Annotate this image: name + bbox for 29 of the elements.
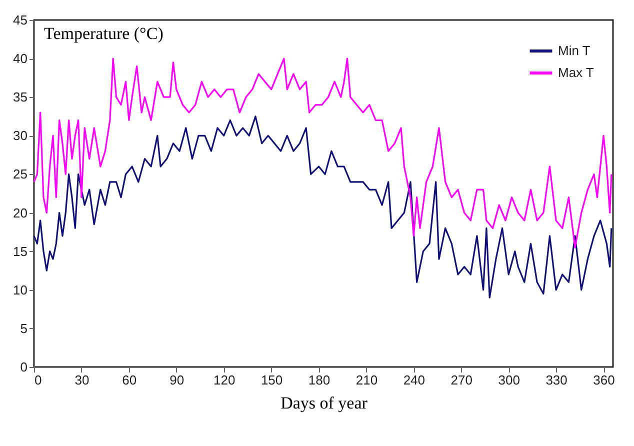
y-tick-label: 0: [20, 360, 28, 374]
y-tick-label: 40: [13, 51, 28, 66]
x-tick-label: 0: [34, 372, 42, 388]
x-tick-label: 180: [308, 372, 330, 388]
x-tick-label: 240: [403, 372, 426, 388]
x-tick-label: 330: [546, 372, 568, 388]
x-tick-label: 120: [213, 372, 236, 388]
y-tick-label: 15: [13, 244, 28, 259]
x-tick-label: 30: [74, 372, 90, 388]
y-tick-label: 5: [20, 320, 28, 336]
x-tick-label: 60: [122, 372, 137, 388]
y-tick-label: 30: [13, 128, 28, 144]
y-tick-label: 10: [13, 282, 28, 298]
legend-label: Min T: [558, 43, 590, 58]
y-tick-label: 45: [13, 12, 28, 28]
y-tick-label: 35: [13, 90, 28, 105]
y-axis-title: Temperature (°C): [44, 24, 164, 43]
x-tick-label: 270: [450, 372, 472, 388]
legend-label: Max T: [558, 65, 594, 80]
x-tick-label: 150: [260, 372, 283, 388]
line-series: [33, 58, 612, 248]
x-axis-title: Days of year: [280, 394, 368, 412]
x-tick-label: 360: [593, 372, 615, 388]
y-tick-label: 25: [13, 166, 28, 182]
x-tick-label: 90: [170, 372, 184, 388]
x-tick-label: 300: [498, 372, 520, 388]
y-tick-label: 20: [13, 205, 28, 220]
line-series: [33, 116, 612, 298]
x-tick-label: 210: [356, 372, 378, 388]
